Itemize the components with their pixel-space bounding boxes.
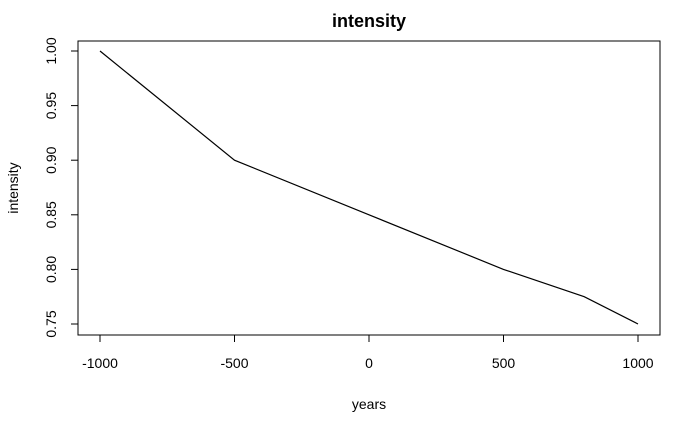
x-tick-label: -1000	[82, 355, 118, 371]
x-axis: -1000 -500 0 500 1000	[82, 334, 654, 371]
y-tick-label: 1.00	[43, 37, 59, 64]
y-axis: 0.75 0.80 0.85 0.90 0.95 1.00	[43, 37, 79, 338]
x-tick-label: 500	[492, 355, 516, 371]
y-tick-label: 0.80	[43, 256, 59, 283]
x-tick-label: 0	[365, 355, 373, 371]
chart-title: intensity	[332, 11, 406, 31]
series-line	[99, 50, 639, 325]
x-tick-label: -500	[220, 355, 248, 371]
y-tick-label: 0.90	[43, 146, 59, 173]
series-layer	[99, 50, 639, 325]
y-axis-label: intensity	[5, 162, 21, 213]
plot-frame	[77, 40, 661, 336]
x-axis-label: years	[352, 396, 386, 412]
y-tick-label: 0.75	[43, 310, 59, 337]
y-tick-label: 0.95	[43, 92, 59, 119]
y-tick-label: 0.85	[43, 201, 59, 228]
x-tick-label: 1000	[622, 355, 653, 371]
